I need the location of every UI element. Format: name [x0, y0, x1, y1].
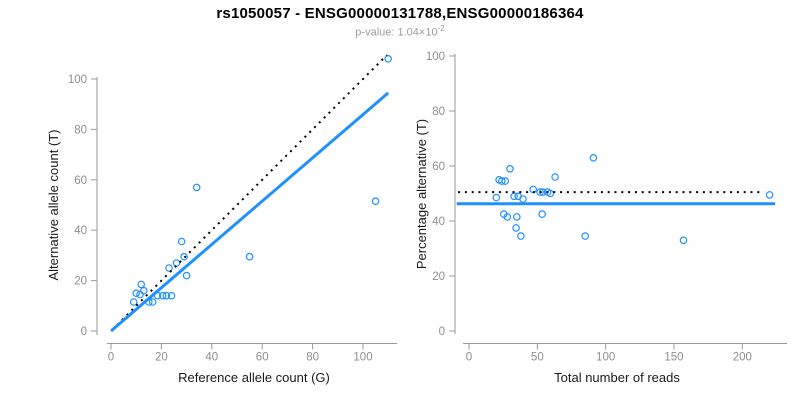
panel-left: 0 20 40 60 80 100 0 20 40 60 80 100 Reference allele…	[46, 54, 397, 385]
data-point	[371, 197, 380, 206]
y-tick-label: 40	[432, 216, 445, 228]
p-value-text: p-value: 1.04×10	[355, 26, 438, 39]
data-point	[132, 289, 141, 298]
panel-right: 0 20 40 60 80 100 0 50 100 150 200 Total number of …	[414, 51, 787, 385]
data-point	[679, 236, 688, 245]
x-tick-label: 80	[306, 352, 319, 364]
figure-subtitle: p-value: 1.04×10-2	[0, 24, 800, 39]
y-tick-label: 0	[439, 326, 445, 338]
data-point	[137, 280, 146, 289]
data-point	[538, 188, 547, 196]
data-point	[506, 165, 514, 173]
y-tick-label: 20	[432, 271, 445, 283]
data-point	[158, 291, 167, 300]
data-point	[384, 54, 393, 63]
x-axis-label: Total number of reads	[554, 370, 680, 385]
data-point	[245, 252, 254, 261]
y-axis-label: Percentage alternative (T)	[414, 119, 429, 269]
data-point	[546, 189, 555, 198]
x-tick-label: 0	[466, 352, 472, 364]
y-tick-label: 100	[426, 51, 445, 63]
y-tick-label: 60	[74, 175, 87, 187]
data-point	[501, 177, 510, 185]
data-point	[172, 259, 181, 267]
x-tick-label: 60	[256, 352, 269, 364]
data-point	[512, 224, 520, 232]
data-point	[165, 264, 173, 272]
x-axis-label: Reference allele count (G)	[178, 370, 330, 385]
data-point	[162, 291, 171, 300]
x-tick-label: 100	[353, 352, 372, 364]
p-value-exponent: -2	[437, 24, 445, 33]
data-point	[177, 237, 186, 246]
x-tick-label: 200	[733, 352, 752, 364]
data-point	[551, 173, 559, 181]
data-point	[148, 298, 157, 306]
y-tick-label: 40	[74, 225, 87, 237]
identity-line	[111, 54, 388, 331]
data-point	[538, 210, 546, 218]
data-point	[536, 188, 544, 196]
figure-title: rs1050057 - ENSG00000131788,ENSG00000186…	[216, 5, 584, 22]
data-point	[140, 286, 148, 295]
y-tick-label: 60	[432, 161, 445, 173]
data-point	[589, 154, 598, 162]
x-tick-label: 150	[664, 352, 683, 364]
x-tick-label: 50	[531, 352, 544, 364]
y-tick-label: 80	[74, 124, 87, 136]
regression-line	[110, 91, 390, 333]
data-point	[503, 213, 512, 221]
data-point	[492, 193, 501, 202]
data-point	[167, 291, 176, 300]
x-tick-label: 0	[108, 352, 114, 364]
data-point	[129, 298, 138, 306]
x-tick-label: 40	[205, 352, 218, 364]
x-tick-label: 20	[155, 352, 168, 364]
data-point	[180, 252, 188, 261]
y-tick-label: 80	[432, 106, 445, 118]
x-tick-label: 100	[596, 352, 615, 364]
data-point	[517, 232, 525, 240]
data-point	[192, 183, 201, 192]
y-tick-label: 20	[74, 276, 87, 288]
data-point	[497, 177, 506, 185]
data-point	[581, 232, 590, 240]
y-tick-label: 0	[81, 326, 87, 338]
data-point	[512, 213, 521, 221]
y-axis-label: Alternative allele count (T)	[46, 129, 61, 280]
y-tick-label: 100	[68, 74, 87, 86]
data-point	[182, 271, 191, 280]
data-point	[765, 191, 774, 199]
data-point	[136, 290, 144, 299]
